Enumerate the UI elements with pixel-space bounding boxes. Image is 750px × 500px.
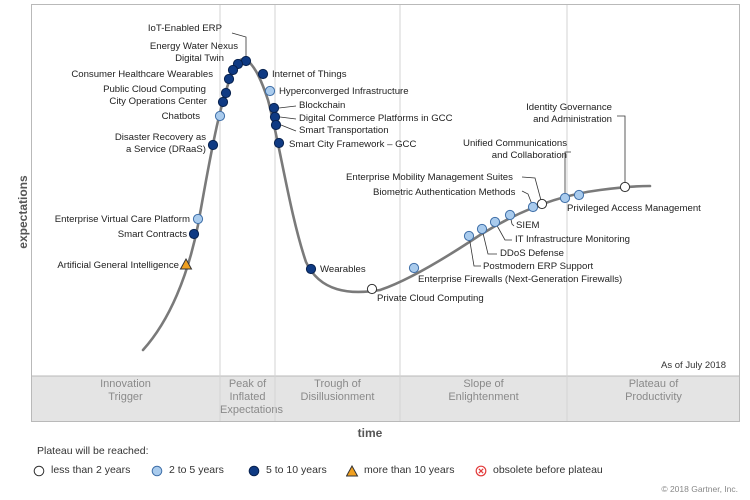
marker-unified-communications-and-collaboration (559, 192, 571, 204)
marker-privileged-access-management (573, 189, 585, 201)
legend-label: less than 2 years (51, 464, 131, 476)
legend-label: 5 to 10 years (266, 464, 327, 476)
hype-cycle-curve (141, 57, 652, 352)
label-public-cloud-computing: Public Cloud Computing (103, 84, 206, 95)
legend-title: Plateau will be reached: (37, 445, 149, 457)
phase-label-slope: Slope of Enlightenment (448, 378, 519, 403)
light-blue-circle-icon (151, 465, 163, 477)
label-smart-contracts: Smart Contracts (118, 229, 188, 240)
label-smart-transportation: Smart Transportation (299, 125, 389, 136)
leader-line-ddos-defense (481, 228, 497, 255)
phase-label-innovation-trigger: Innovation Trigger (100, 378, 151, 403)
marker-identity-governance-and-administration (619, 181, 631, 193)
leader-line-enterprise-mobility-management-suites (521, 176, 543, 205)
y-axis-title: expectations (16, 175, 30, 249)
white-circle-icon (33, 465, 45, 477)
marker-enterprise-mobility-management-suites (536, 198, 548, 210)
marker-disaster-recovery-as-a-service-draas (207, 139, 219, 151)
leader-line-postmodern-erp-support (468, 235, 481, 267)
marker-internet-of-things (257, 68, 269, 80)
label-enterprise-mobility-management-suites: Enterprise Mobility Management Suites (346, 172, 513, 183)
as-of-date: As of July 2018 (661, 360, 726, 371)
label-smart-city-framework-gcc: Smart City Framework – GCC (289, 139, 416, 150)
label-biometric-authentication-methods: Biometric Authentication Methods (373, 187, 516, 198)
label-blockchain: Blockchain (299, 100, 345, 111)
marker-smart-transportation (270, 119, 282, 131)
leader-line-unified-communications-and-collaboration (564, 151, 571, 198)
label-digital-commerce-platforms-in-gcc: Digital Commerce Platforms in GCC (299, 113, 453, 124)
marker-enterprise-virtual-care-platform (192, 213, 204, 225)
marker-consumer-healthcare-wearables (223, 73, 235, 85)
marker-digital-twin (227, 64, 239, 76)
marker-private-cloud-computing (366, 283, 378, 295)
label-unified-communications-and-collaboration: Unified Communications and Collaboration (463, 138, 567, 161)
orange-triangle-icon (346, 465, 359, 477)
label-private-cloud-computing: Private Cloud Computing (377, 293, 484, 304)
leader-line-it-infrastructure-monitoring (494, 221, 512, 241)
marker-city-operations-center (217, 96, 229, 108)
phase-label-plateau: Plateau of Productivity (625, 378, 682, 403)
dark-blue-circle-icon (248, 465, 260, 477)
legend-label: more than 10 years (364, 464, 455, 476)
label-disaster-recovery-as-a-service-draas: Disaster Recovery as a Service (DRaaS) (115, 132, 206, 155)
phase-label-peak: Peak of Inflated Expectations (220, 378, 283, 416)
leader-line-digital-commerce-platforms-in-gcc (279, 116, 297, 120)
label-enterprise-virtual-care-platform: Enterprise Virtual Care Platform (55, 214, 190, 225)
marker-blockchain (268, 102, 280, 114)
label-artificial-general-intelligence: Artificial General Intelligence (57, 260, 179, 271)
marker-hyperconverged-infrastructure (264, 85, 276, 97)
leader-line-iot-enabled-erp (231, 32, 247, 61)
marker-artificial-general-intelligence (179, 257, 193, 270)
label-energy-water-nexus: Energy Water Nexus (150, 41, 238, 52)
label-city-operations-center: City Operations Center (109, 96, 207, 107)
label-hyperconverged-infrastructure: Hyperconverged Infrastructure (279, 86, 409, 97)
marker-enterprise-firewalls-next-generation-firewalls (408, 262, 420, 274)
marker-biometric-authentication-methods (527, 201, 539, 213)
label-internet-of-things: Internet of Things (272, 69, 347, 80)
label-iot-enabled-erp: IoT-Enabled ERP (148, 23, 222, 34)
marker-chatbots (214, 110, 226, 122)
label-siem: SIEM (516, 220, 539, 231)
legend-label: 2 to 5 years (169, 464, 224, 476)
plot-frame (31, 4, 740, 422)
marker-smart-city-framework-gcc (273, 137, 285, 149)
x-axis-title: time (357, 426, 383, 440)
label-it-infrastructure-monitoring: IT Infrastructure Monitoring (515, 234, 630, 245)
label-consumer-healthcare-wearables: Consumer Healthcare Wearables (71, 69, 213, 80)
copyright: © 2018 Gartner, Inc. (661, 484, 738, 494)
phase-label-trough: Trough of Disillusionment (300, 378, 375, 403)
red-cross-circle-icon (475, 465, 487, 477)
label-enterprise-firewalls-next-generation-firewalls: Enterprise Firewalls (Next-Generation Fi… (418, 274, 622, 285)
label-privileged-access-management: Privileged Access Management (567, 203, 701, 214)
leader-line-blockchain (278, 105, 297, 109)
leader-line-identity-governance-and-administration (617, 115, 626, 187)
leader-line-smart-transportation (280, 124, 297, 132)
marker-public-cloud-computing (220, 87, 232, 99)
marker-postmodern-erp-support (463, 230, 475, 242)
label-wearables: Wearables (320, 264, 366, 275)
marker-wearables (305, 263, 317, 275)
label-ddos-defense: DDoS Defense (500, 248, 564, 259)
label-digital-twin: Digital Twin (175, 53, 224, 64)
marker-it-infrastructure-monitoring (489, 216, 501, 228)
label-postmodern-erp-support: Postmodern ERP Support (483, 261, 594, 272)
phase-band (31, 376, 740, 422)
marker-smart-contracts (188, 228, 200, 240)
marker-ddos-defense (476, 223, 488, 235)
label-identity-governance-and-administration: Identity Governance and Administration (526, 102, 612, 125)
marker-siem (504, 209, 516, 221)
legend-label: obsolete before plateau (493, 464, 603, 476)
label-chatbots: Chatbots (162, 111, 201, 122)
